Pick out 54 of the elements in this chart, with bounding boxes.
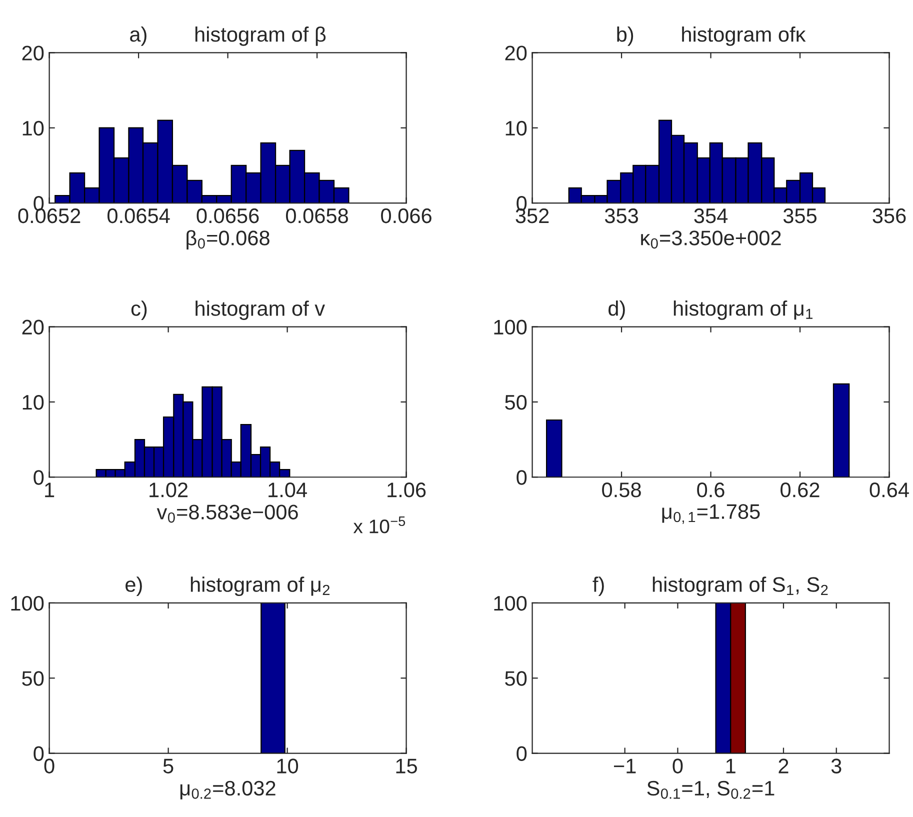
x-tick-label: 1.02 — [150, 482, 188, 498]
chart-title: d) histogram of μ$_{1}$ — [608, 300, 812, 320]
x-tick-label: 10 — [277, 758, 298, 774]
y-tick-label: 0 — [516, 470, 527, 485]
x-tick-label: 5 — [163, 758, 174, 774]
chart-title: a) histogram of β — [130, 26, 326, 46]
x-tick-label: 0.0656 — [196, 208, 259, 224]
x-tick-label: 1.04 — [268, 482, 307, 498]
x-axis-title: μ$_{0.2}$=8.032 — [180, 780, 276, 800]
x-tick-label: 0.066 — [381, 208, 432, 224]
x-tick-label: 1 — [45, 482, 54, 498]
x-tick-label: 0 — [672, 758, 683, 774]
x-tick-label: 0.6 — [697, 482, 724, 498]
y-tick-label: 20 — [505, 46, 527, 60]
y-tick-label: 0 — [34, 470, 44, 485]
y-tick-label: 100 — [494, 596, 527, 611]
chart-title: b) histogram ofκ — [617, 26, 806, 46]
x-tick-label: 3 — [831, 758, 842, 774]
y-tick-label: 10 — [506, 120, 527, 136]
x-axis-title: S$_{0.1}$=1, S$_{0.2}$=1 — [647, 780, 774, 799]
y-tick-label: 50 — [22, 671, 44, 686]
chart-title: f) histogram of S$_{1}$, S$_{2}$ — [592, 576, 828, 596]
x-tick-label: 1.06 — [388, 482, 426, 498]
x-axis-title: μ$_{0,1}$=1.785 — [662, 504, 760, 524]
y-tick-label: 0 — [34, 746, 44, 762]
x-tick-label: −1 — [614, 758, 636, 774]
x-tick-label: 0.0654 — [108, 208, 170, 224]
x-tick-label: 356 — [872, 208, 906, 224]
x-tick-label: 15 — [396, 758, 417, 774]
x-tick-label: 1 — [726, 758, 736, 774]
x-axis-title: β$_{0}$=0.068 — [186, 230, 270, 250]
y-tick-label: 50 — [505, 394, 527, 410]
chart-title: e) histogram of μ$_{2}$ — [126, 576, 330, 596]
y-tick-label: 20 — [22, 46, 44, 60]
x-tick-label: 355 — [783, 208, 817, 224]
y-tick-label: 20 — [22, 320, 44, 335]
x-tick-label: 0 — [44, 758, 54, 774]
y-tick-label: 100 — [494, 320, 527, 335]
y-tick-label: 50 — [505, 671, 527, 686]
x-axis-title: v$_{0}$=8.583e−006 — [156, 504, 298, 523]
y-tick-label: 10 — [22, 120, 44, 136]
x-axis-title: κ$_{0}$=3.350e+002 — [641, 230, 781, 249]
x-tick-label: 0.0658 — [286, 208, 348, 224]
y-tick-label: 100 — [11, 596, 44, 611]
x-tick-label: 0.62 — [780, 482, 820, 498]
text: x 10$^{−5}$ — [353, 516, 406, 534]
x-tick-label: 0.64 — [870, 482, 909, 498]
y-tick-label: 0 — [516, 746, 527, 762]
chart-title: c) histogram of v — [131, 300, 325, 320]
y-tick-label: 10 — [22, 394, 44, 410]
x-tick-label: 354 — [694, 208, 728, 224]
x-tick-label: 353 — [604, 208, 638, 224]
x-tick-label: 0.58 — [602, 482, 641, 498]
x-tick-label: 2 — [778, 758, 788, 774]
